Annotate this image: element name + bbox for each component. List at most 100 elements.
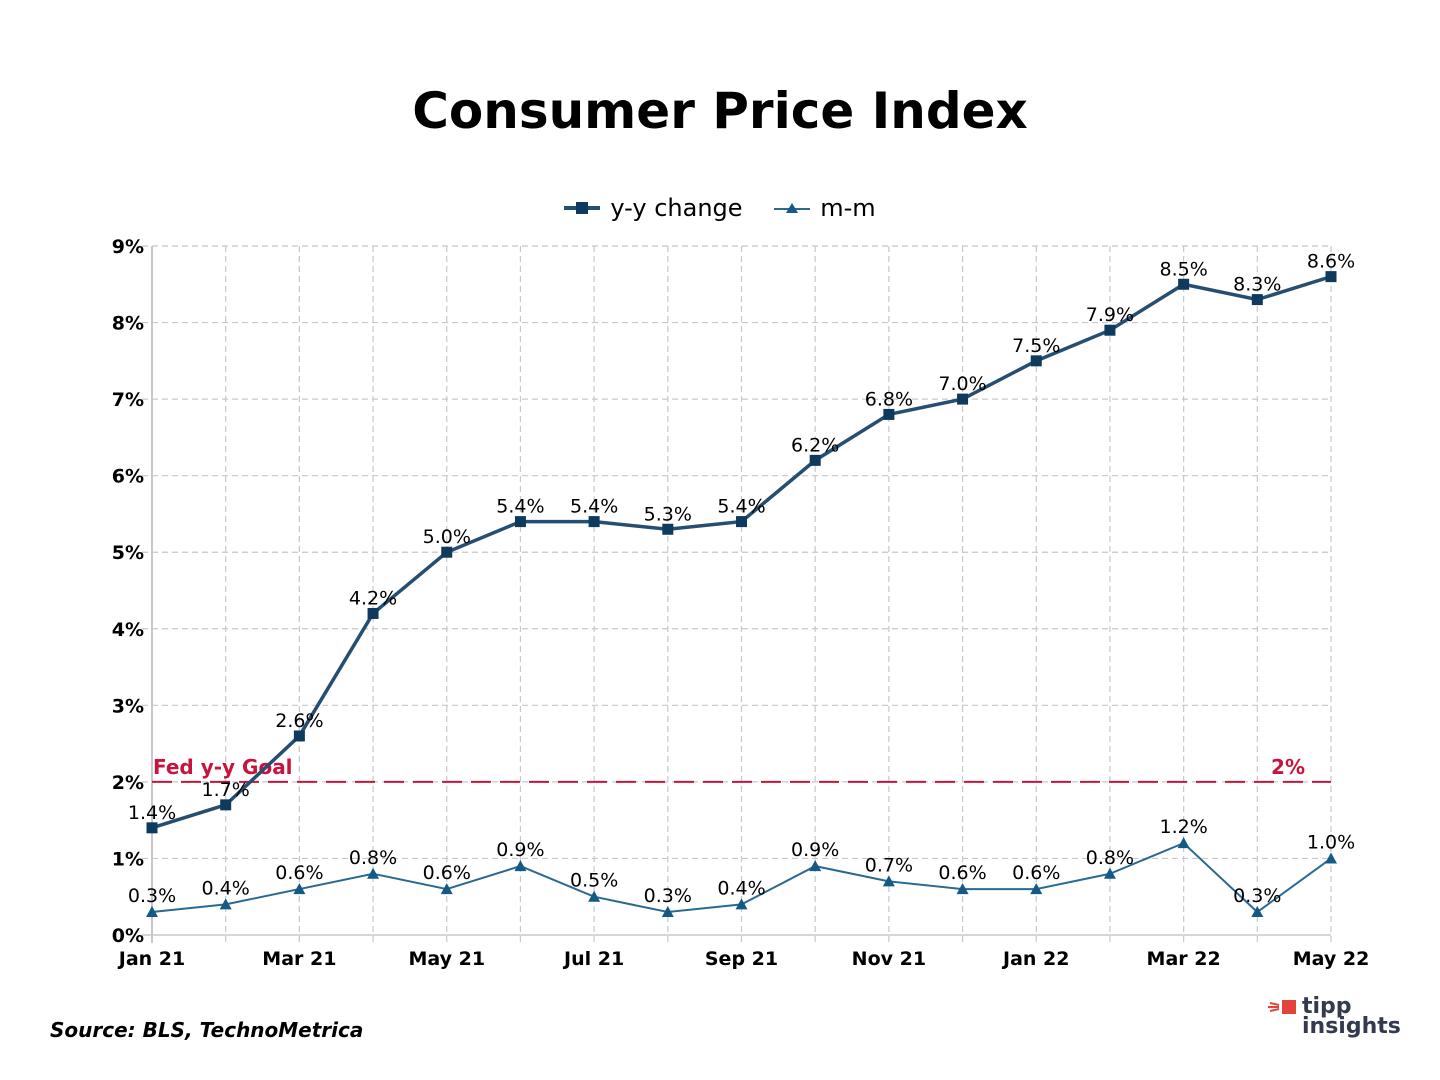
y-tick-label: 2% xyxy=(112,772,144,794)
data-label-yy: 8.6% xyxy=(1307,251,1355,273)
logo-line2: insights xyxy=(1302,1014,1401,1039)
chart-title: Consumer Price Index xyxy=(412,82,1028,140)
legend-swatch-triangle xyxy=(774,203,811,213)
data-label-yy: 5.0% xyxy=(423,526,471,548)
point-mm xyxy=(735,898,748,910)
point-mm xyxy=(882,875,895,887)
point-mm xyxy=(1251,906,1264,918)
data-label-mm: 0.8% xyxy=(1086,847,1134,869)
data-label-yy: 4.2% xyxy=(349,587,397,609)
x-tick-label: May 21 xyxy=(408,948,485,970)
point-yy xyxy=(588,516,600,528)
data-label-mm: 1.0% xyxy=(1307,831,1355,853)
point-yy xyxy=(1030,355,1042,367)
point-mm xyxy=(514,860,527,872)
y-tick-label: 5% xyxy=(112,542,144,564)
data-label-yy: 5.3% xyxy=(644,503,692,525)
data-label-mm: 0.9% xyxy=(496,839,544,861)
source-note: Source: BLS, TechnoMetrica xyxy=(50,1018,364,1042)
data-label-yy: 5.4% xyxy=(570,496,618,518)
point-mm xyxy=(661,906,674,918)
data-label-mm: 0.6% xyxy=(1012,862,1060,884)
logo-speed-lines-icon xyxy=(1268,1002,1280,1012)
data-label-mm: 0.4% xyxy=(717,877,765,899)
point-yy xyxy=(1104,324,1116,336)
point-yy xyxy=(1178,278,1190,290)
point-yy xyxy=(957,393,969,405)
fed-goal-label: Fed y-y Goal xyxy=(153,755,293,779)
data-label-mm: 0.3% xyxy=(644,885,692,907)
point-mm xyxy=(367,867,380,879)
fed-goal-value-label: 2% xyxy=(1271,755,1305,779)
point-yy xyxy=(146,822,158,834)
x-tick-label: Jan 21 xyxy=(117,948,185,970)
point-mm xyxy=(1030,883,1043,895)
point-mm xyxy=(1325,852,1337,864)
y-tick-label: 7% xyxy=(112,389,144,411)
x-tick-label: Sep 21 xyxy=(705,948,778,970)
point-mm xyxy=(293,883,306,895)
x-tick-label: May 22 xyxy=(1293,948,1370,970)
point-mm xyxy=(1103,867,1116,879)
y-tick-label: 6% xyxy=(112,466,144,488)
point-mm xyxy=(146,906,158,918)
data-label-mm: 0.8% xyxy=(349,847,397,869)
x-tick-label: Nov 21 xyxy=(852,948,926,970)
point-yy xyxy=(1325,271,1337,283)
point-mm xyxy=(440,883,453,895)
x-tick-label: Jan 22 xyxy=(1001,948,1069,970)
data-label-mm: 0.9% xyxy=(791,839,839,861)
legend: y-y change m-m xyxy=(0,193,1440,222)
legend-item-mm: m-m xyxy=(774,194,876,222)
data-label-yy: 6.8% xyxy=(865,388,913,410)
point-yy xyxy=(441,546,453,558)
data-label-mm: 0.3% xyxy=(128,885,176,907)
point-mm xyxy=(809,860,822,872)
data-label-yy: 8.3% xyxy=(1233,274,1281,296)
data-label-yy: 6.2% xyxy=(791,434,839,456)
data-label-mm: 0.3% xyxy=(1233,885,1281,907)
logo-flag-icon xyxy=(1282,1000,1296,1014)
data-label-mm: 1.2% xyxy=(1159,816,1207,838)
point-mm xyxy=(956,883,969,895)
x-tick-label: Mar 22 xyxy=(1147,948,1221,970)
point-yy xyxy=(293,730,305,742)
y-tick-label: 3% xyxy=(112,695,144,717)
data-label-yy: 1.7% xyxy=(202,779,250,801)
point-yy xyxy=(883,408,895,420)
point-yy xyxy=(220,799,232,811)
legend-label-yy: y-y change xyxy=(610,194,743,222)
data-label-mm: 0.6% xyxy=(275,862,323,884)
data-label-mm: 0.7% xyxy=(865,854,913,876)
point-mm xyxy=(1177,837,1190,849)
legend-item-yy: y-y change xyxy=(564,194,743,222)
data-label-mm: 0.6% xyxy=(423,862,471,884)
data-label-yy: 1.4% xyxy=(128,802,176,824)
data-label-mm: 0.5% xyxy=(570,870,618,892)
data-label-yy: 7.0% xyxy=(938,373,986,395)
point-yy xyxy=(662,523,674,535)
y-tick-label: 1% xyxy=(112,848,144,870)
data-label-yy: 5.4% xyxy=(717,496,765,518)
data-label-mm: 0.4% xyxy=(202,877,250,899)
point-mm xyxy=(219,898,232,910)
data-label-yy: 2.6% xyxy=(275,710,323,732)
tipp-insights-logo: tipp insights xyxy=(1268,994,1408,1044)
y-tick-label: 0% xyxy=(112,925,144,947)
point-mm xyxy=(588,890,601,902)
data-label-yy: 5.4% xyxy=(496,496,544,518)
data-label-yy: 7.9% xyxy=(1086,304,1134,326)
data-label-yy: 8.5% xyxy=(1159,258,1207,280)
point-yy xyxy=(1251,294,1263,306)
y-tick-label: 4% xyxy=(112,619,144,641)
legend-swatch-square xyxy=(564,202,601,214)
y-tick-label: 8% xyxy=(112,313,144,335)
x-tick-label: Mar 21 xyxy=(262,948,336,970)
data-label-yy: 7.5% xyxy=(1012,335,1060,357)
point-yy xyxy=(809,454,821,466)
point-yy xyxy=(367,607,379,619)
x-tick-label: Jul 21 xyxy=(562,948,624,970)
logo-line1: tipp xyxy=(1302,994,1352,1019)
data-label-mm: 0.6% xyxy=(938,862,986,884)
